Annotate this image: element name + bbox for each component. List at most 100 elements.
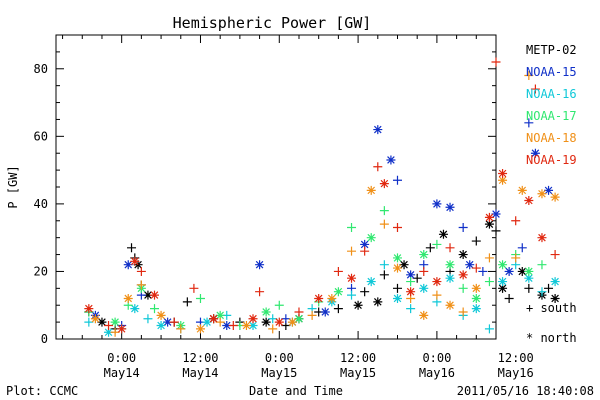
point-north [261,317,271,327]
point-south [425,243,435,253]
point-south [379,206,389,216]
point-south [458,307,468,317]
point-north [130,304,140,314]
point-north [524,266,534,276]
point-north [406,287,416,297]
point-north [498,283,508,293]
point-north [163,317,173,327]
point-south [491,226,501,236]
point-north [294,314,304,324]
marker-legend-entry: * north [526,331,577,345]
plot-frame [55,34,497,340]
point-north [392,253,402,263]
point-north [366,233,376,243]
point-south [504,293,514,303]
point-north [110,317,120,327]
point-south [360,287,370,297]
point-north [484,212,494,222]
point-north [458,250,468,260]
point-south [406,304,416,314]
point-south [392,175,402,185]
x-tick-label-date: May14 [182,366,218,380]
point-south [530,84,540,94]
point-north [498,277,508,287]
point-south [524,71,534,81]
marker-legend-entry: + south [526,301,577,315]
point-south [379,219,389,229]
footer-plot-credit: Plot: CCMC [6,384,78,398]
marker-legend: + south * north [526,301,577,345]
point-north [419,283,429,293]
series-noaa-18 [90,71,560,337]
point-north [445,260,455,270]
point-north [248,320,258,330]
point-north [491,209,501,219]
point-north [287,317,297,327]
point-north [537,189,547,199]
point-north [406,270,416,280]
point-north [386,155,396,165]
point-south [432,239,442,249]
point-south [169,317,179,327]
point-south [274,300,284,310]
y-tick-label: 40 [34,197,48,211]
point-south [484,324,494,334]
point-north [399,260,409,270]
point-south [195,293,205,303]
y-tick-label: 60 [34,129,48,143]
point-south [347,223,357,233]
point-south [215,317,225,327]
y-tick-label: 20 [34,264,48,278]
point-north [373,125,383,135]
point-south [537,287,547,297]
point-south [104,320,114,330]
point-north [471,283,481,293]
point-south [484,277,494,287]
point-south [347,246,357,256]
point-north [379,179,389,189]
point-north [333,287,343,297]
point-south [511,216,521,226]
point-north [373,297,383,307]
point-south [268,314,278,324]
point-north [550,293,560,303]
x-axis: 0:00May1412:00May140:00May1512:00May150:… [62,35,534,380]
point-south [182,297,192,307]
point-south [127,243,137,253]
point-north [366,277,376,287]
point-north [465,260,475,270]
point-north [248,314,258,324]
point-south [471,236,481,246]
point-north [517,185,527,195]
point-south [511,253,521,263]
point-north [156,320,166,330]
point-south [517,243,527,253]
point-north [458,270,468,280]
point-north [530,148,540,158]
x-tick-label-time: 12:00 [498,351,534,365]
point-south [150,304,160,314]
point-north [550,277,560,287]
point-south [392,223,402,233]
point-north [150,290,160,300]
legend-entry: NOAA-18 [526,131,577,145]
point-north [195,324,205,334]
x-tick-label-time: 0:00 [422,351,451,365]
point-north [353,300,363,310]
point-south [484,253,494,263]
point-south [524,118,534,128]
point-south [281,314,291,324]
point-south [333,266,343,276]
point-south [307,310,317,320]
point-north [537,233,547,243]
point-north [498,260,508,270]
x-tick-label-date: May16 [419,366,455,380]
point-south [458,283,468,293]
point-north [366,185,376,195]
point-south [392,283,402,293]
point-north [517,266,527,276]
point-north [130,256,140,266]
x-tick-label-time: 12:00 [340,351,376,365]
point-north [156,310,166,320]
